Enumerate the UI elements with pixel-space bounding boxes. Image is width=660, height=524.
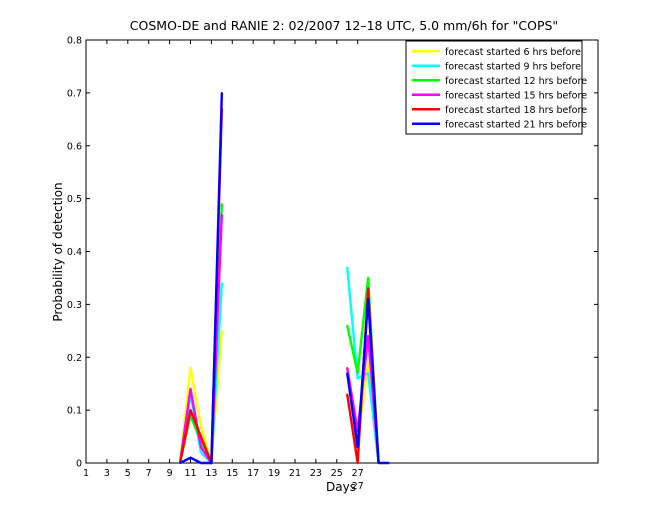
series-5-point-0: [179, 462, 181, 464]
series-2-point-8: [367, 277, 370, 279]
x-tick-label-4: 9: [167, 468, 173, 479]
series-line-1: [178, 267, 380, 465]
y-tick-label-8: 0.8: [67, 36, 82, 47]
legend-label-4: forecast started 18 hrs before: [445, 105, 587, 116]
legend-label-3: forecast started 15 hrs before: [445, 90, 587, 101]
series-5-point-8: [367, 298, 370, 300]
series-4-point-7: [356, 462, 359, 464]
series-1-point-7: [356, 377, 359, 380]
series-layer: [178, 91, 390, 465]
legend: forecast started 6 hrs before forecast st…: [405, 40, 587, 135]
y-tick-label-3: 0.3: [67, 300, 82, 311]
x-tick-label-2: 5: [125, 468, 131, 479]
x-tick-label-6: 13: [205, 468, 217, 479]
series-4-point-6: [346, 393, 349, 396]
series-5-point-3: [210, 462, 213, 464]
x-tick-label-extra: 27: [352, 481, 364, 492]
series-5-point-10: [388, 462, 390, 464]
series-5-point-1: [189, 456, 192, 459]
series-0-point-4: [220, 329, 223, 332]
series-5-point-4: [220, 91, 223, 94]
series-1-point-2: [200, 451, 202, 454]
series-5-point-2: [200, 462, 202, 464]
chart-title: COSMO-DE and RANIE 2: 02/2007 12–18 UTC,…: [130, 18, 558, 33]
series-3-point-2: [200, 446, 202, 449]
series-2-point-4: [220, 203, 223, 205]
y-tick-label-5: 0.5: [67, 194, 82, 205]
series-2-point-7: [356, 372, 359, 375]
series-1-point-8: [367, 372, 370, 375]
y-tick-label-4: 0.4: [67, 247, 82, 258]
y-axis-label: Probability of detection: [51, 182, 65, 321]
series-line-3: [178, 214, 380, 465]
series-line-5: [179, 92, 390, 465]
y-tick-label-1: 0.1: [67, 406, 82, 417]
series-0-point-8: [367, 361, 370, 364]
x-tick-label-5: 11: [184, 468, 196, 479]
y-tick-label-2: 0.2: [67, 353, 82, 364]
series-5-point-9: [377, 462, 380, 464]
series-4-point-2: [200, 435, 202, 438]
series-0-point-1: [189, 366, 192, 369]
y-tick-label-6: 0.6: [67, 141, 82, 152]
x-tick-label-7: 15: [226, 468, 238, 479]
axes-layer: 1 3 5 7 9 11 13 15 17 19 21 23 25 272700.10.20.30.40.…: [67, 36, 599, 492]
series-5-point-6: [346, 372, 349, 375]
x-tick-label-9: 19: [268, 468, 280, 479]
x-tick-label-12: 25: [331, 468, 343, 479]
series-2-point-6: [346, 324, 349, 327]
series-0-point-2: [200, 425, 202, 427]
series-3-point-6: [346, 366, 349, 369]
series-4-point-1: [189, 409, 192, 412]
x-tick-label-3: 7: [146, 468, 152, 479]
series-1-point-4: [220, 282, 223, 285]
x-tick-label-10: 21: [289, 468, 301, 479]
series-3-point-8: [367, 335, 370, 337]
x-tick-label-13: 27: [352, 468, 364, 479]
y-tick-label-0: 0: [76, 459, 82, 470]
x-tick-label-11: 23: [310, 468, 322, 479]
x-tick-label-0: 1: [83, 468, 89, 479]
series-1-point-6: [346, 266, 349, 269]
x-tick-label-1: 3: [104, 468, 110, 479]
series-3-point-1: [189, 388, 192, 390]
y-tick-label-7: 0.7: [67, 88, 82, 99]
series-line-2: [178, 203, 380, 465]
legend-label-5: forecast started 21 hrs before: [445, 119, 587, 130]
x-tick-label-8: 17: [247, 468, 259, 479]
legend-label-2: forecast started 12 hrs before: [445, 76, 587, 87]
series-5-point-7: [356, 446, 359, 449]
legend-label-0: forecast started 6 hrs before: [445, 47, 581, 58]
series-3-point-4: [220, 213, 223, 216]
series-4-point-8: [367, 287, 370, 290]
legend-box: [405, 40, 583, 135]
x-axis-label: Days: [326, 480, 356, 494]
legend-label-1: forecast started 9 hrs before: [445, 61, 581, 72]
